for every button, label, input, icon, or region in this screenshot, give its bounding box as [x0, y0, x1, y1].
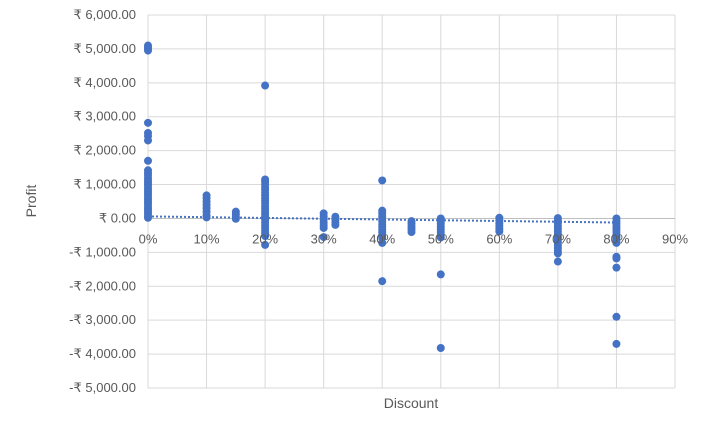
data-point [261, 81, 270, 90]
data-point [144, 46, 152, 55]
data-point [612, 263, 621, 272]
data-point [261, 232, 270, 241]
y-tick-label: -₹ 2,000.00 [69, 278, 136, 293]
data-point [378, 176, 387, 185]
x-tick-labels: 0% 10% 20% 30% 40% 50% 60% 70% 80% 90% [139, 231, 689, 246]
data-point [612, 254, 621, 263]
x-axis-title: Discount [384, 395, 439, 411]
x-tick-label: 40% [369, 231, 395, 246]
data-point [612, 339, 621, 348]
x-tick-label: 30% [311, 231, 337, 246]
data-point [144, 136, 152, 145]
data-point [612, 238, 621, 247]
data-point [144, 156, 152, 165]
data-point [436, 270, 445, 279]
data-point [231, 214, 240, 223]
x-tick-label: 0% [139, 231, 158, 246]
y-tick-label: ₹ 4,000.00 [74, 75, 137, 90]
data-point [319, 233, 328, 242]
data-point [612, 312, 621, 321]
data-points [144, 41, 621, 352]
y-tick-labels: ₹ 6,000.00 ₹ 5,000.00 ₹ 4,000.00 ₹ 3,000.00… [69, 7, 136, 395]
data-point [378, 238, 387, 247]
y-tick-label: -₹ 3,000.00 [69, 312, 136, 327]
y-tick-label: ₹ 2,000.00 [74, 143, 137, 158]
gridlines [147, 14, 676, 389]
y-tick-label: ₹ 5,000.00 [74, 41, 137, 56]
y-tick-label: ₹ 3,000.00 [74, 109, 137, 124]
data-point [202, 213, 211, 222]
x-tick-label: 20% [252, 231, 278, 246]
x-tick-label: 50% [428, 231, 454, 246]
y-tick-label: ₹ 1,000.00 [74, 177, 137, 192]
data-point [144, 213, 152, 222]
y-tick-label: ₹ 6,000.00 [74, 7, 137, 22]
data-point [553, 257, 562, 266]
data-point [407, 228, 416, 237]
x-tick-label: 10% [194, 231, 220, 246]
x-tick-label: 90% [662, 231, 688, 246]
x-tick-label: 60% [486, 231, 512, 246]
data-point [495, 227, 504, 236]
data-point [378, 277, 387, 286]
data-point [436, 233, 445, 242]
y-tick-label: -₹ 1,000.00 [69, 244, 136, 259]
x-tick-label: 70% [545, 231, 571, 246]
data-point [331, 220, 340, 229]
y-tick-label: -₹ 5,000.00 [69, 380, 136, 395]
data-point [436, 343, 445, 352]
y-axis-title: Profit [23, 185, 39, 218]
data-point [261, 240, 270, 249]
y-tick-label: ₹ 0.00 [99, 210, 136, 225]
x-tick-label: 80% [603, 231, 629, 246]
y-tick-label: -₹ 4,000.00 [69, 346, 136, 361]
data-point [144, 118, 152, 127]
data-point [553, 249, 562, 258]
data-point [319, 223, 328, 232]
